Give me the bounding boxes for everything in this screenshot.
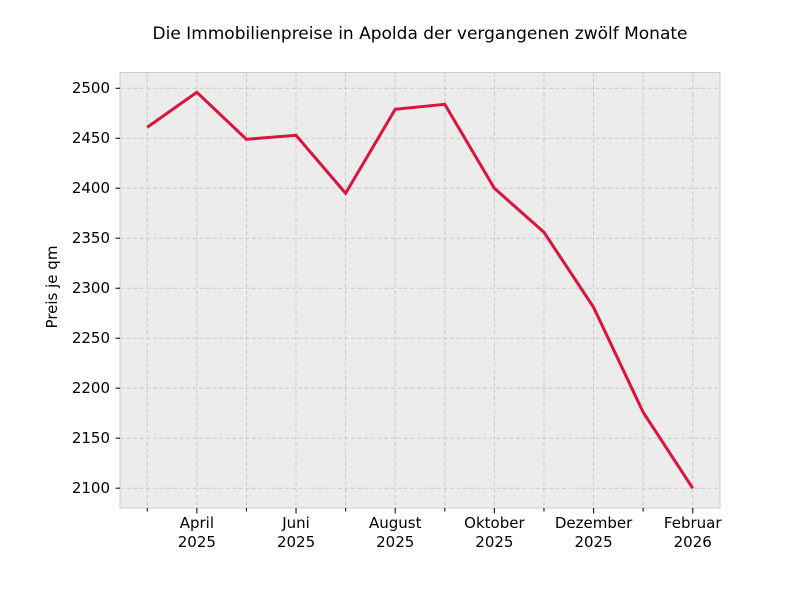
- y-tick-label: 2350: [71, 229, 110, 248]
- y-tick-label: 2400: [71, 179, 110, 198]
- y-tick-label: 2100: [71, 479, 110, 498]
- price-series-line: [146, 90, 694, 490]
- x-tick-month: Juni: [282, 514, 310, 532]
- x-tick-year: 2025: [475, 533, 514, 551]
- x-tick-label: Dezember 2025: [529, 514, 659, 552]
- y-tick-label: 2200: [71, 379, 110, 398]
- x-tick-label: Juni 2025: [231, 514, 361, 552]
- x-tick-label: April 2025: [132, 514, 262, 552]
- y-tick-label: 2500: [71, 79, 110, 98]
- y-tick-label: 2300: [71, 279, 110, 298]
- chart-title: Die Immobilienpreise in Apolda der verga…: [152, 24, 688, 44]
- x-tick-label: Februar 2026: [628, 514, 758, 552]
- x-tick-label: August 2025: [330, 514, 460, 552]
- x-tick-month: Dezember: [554, 514, 633, 532]
- y-tick-label: 2450: [71, 129, 110, 148]
- plot-background: [119, 72, 721, 509]
- x-tick-month: August: [368, 514, 422, 532]
- x-tick-year: 2025: [276, 533, 316, 551]
- x-tick-month: Februar: [663, 514, 722, 532]
- y-tick-label: 2250: [71, 329, 110, 348]
- x-tick-year: 2025: [376, 533, 415, 551]
- x-tick-year: 2025: [177, 533, 216, 551]
- x-tick-label: Oktober 2025: [429, 514, 559, 552]
- y-tick-label: 2150: [71, 429, 110, 448]
- x-tick-month: April: [179, 514, 214, 532]
- x-tick-year: 2025: [574, 533, 613, 551]
- x-tick-year: 2026: [673, 533, 712, 551]
- x-tick-month: Oktober: [464, 514, 525, 532]
